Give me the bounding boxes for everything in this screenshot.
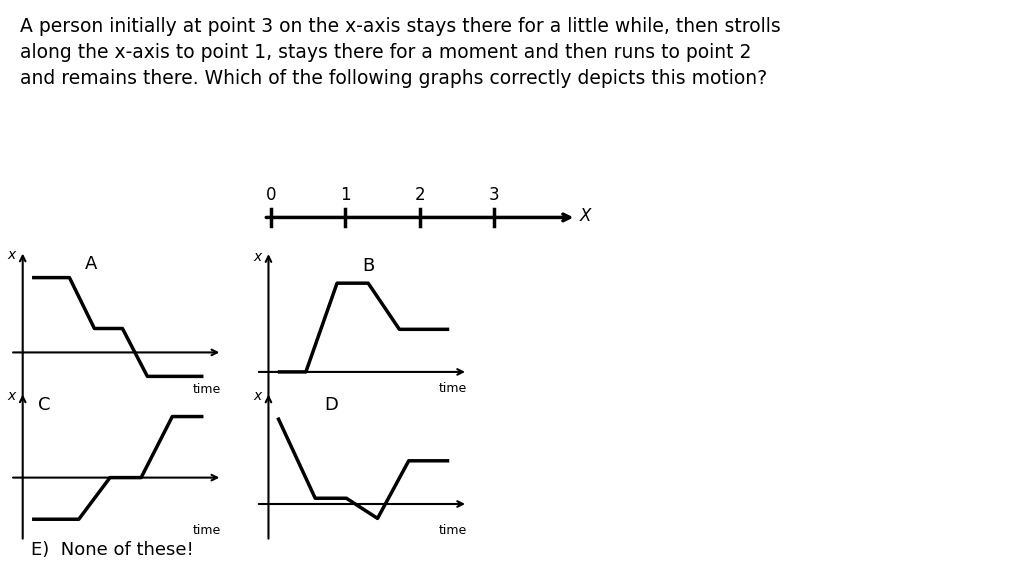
Text: 3: 3 — [489, 186, 500, 204]
Text: 2: 2 — [415, 186, 425, 204]
Text: 1: 1 — [340, 186, 350, 204]
Text: time: time — [193, 383, 221, 396]
Text: x: x — [253, 249, 262, 264]
Text: A: A — [85, 255, 97, 273]
Text: time: time — [438, 524, 467, 537]
Text: x: x — [253, 389, 262, 403]
Text: C: C — [38, 396, 51, 414]
Text: A person initially at point 3 on the x-axis stays there for a little while, then: A person initially at point 3 on the x-a… — [20, 17, 781, 88]
Text: x: x — [7, 248, 16, 262]
Text: B: B — [361, 256, 374, 275]
Text: E)  None of these!: E) None of these! — [31, 541, 194, 559]
Text: X: X — [580, 207, 591, 225]
Text: x: x — [7, 389, 16, 403]
Text: 0: 0 — [265, 186, 276, 204]
Text: time: time — [193, 524, 221, 537]
Text: D: D — [325, 396, 339, 414]
Text: time: time — [438, 382, 467, 395]
